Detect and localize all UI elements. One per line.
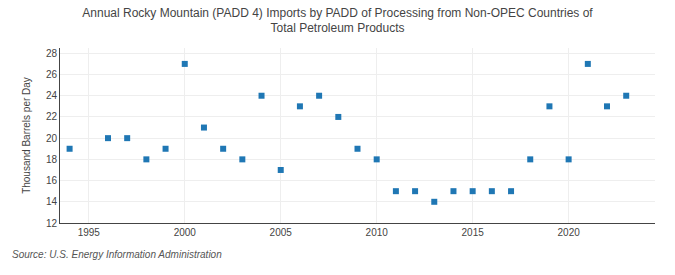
svg-text:12: 12 [46,218,58,229]
svg-text:2000: 2000 [174,227,197,238]
svg-text:Annual Rocky Mountain (PADD 4): Annual Rocky Mountain (PADD 4) Imports b… [82,6,593,36]
svg-text:1995: 1995 [78,227,101,238]
svg-text:22: 22 [46,111,58,122]
svg-text:14: 14 [46,196,58,207]
svg-text:2010: 2010 [366,227,389,238]
svg-text:Source: U.S. Energy Informatio: Source: U.S. Energy Information Administ… [12,249,222,260]
svg-text:18: 18 [46,154,58,165]
svg-text:2020: 2020 [558,227,581,238]
svg-text:Thousand Barrels per Day: Thousand Barrels per Day [21,77,32,194]
svg-text:24: 24 [46,90,58,101]
svg-text:26: 26 [46,69,58,80]
svg-text:2005: 2005 [270,227,293,238]
svg-text:20: 20 [46,133,58,144]
svg-text:28: 28 [46,48,58,59]
svg-text:16: 16 [46,175,58,186]
svg-text:2015: 2015 [462,227,485,238]
